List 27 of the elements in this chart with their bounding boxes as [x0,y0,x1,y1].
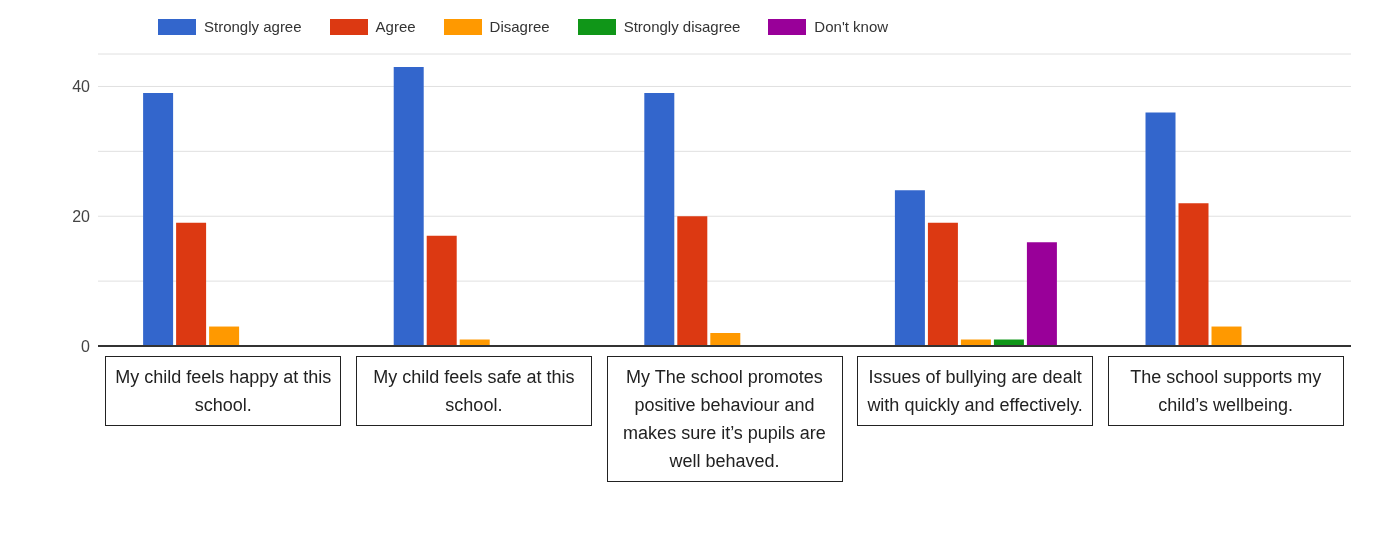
bar [393,66,424,346]
bar [710,333,741,346]
bar [176,222,207,346]
bar [426,235,457,346]
legend-label: Disagree [489,18,550,35]
bar [1145,112,1176,346]
legend-label: Strongly agree [204,18,302,35]
bar [894,190,925,346]
bar [677,216,708,346]
legend-label: Strongly disagree [623,18,741,35]
bar [1026,242,1057,346]
x-tick-label: The school supports my child’s wellbeing. [1107,356,1344,426]
y-tick-label: 20 [72,207,91,225]
bar [1211,326,1242,346]
y-tick-label: 40 [72,78,91,96]
y-tick-label: 0 [81,337,91,355]
bar [927,222,958,346]
x-tick-label: Issues of bullying are dealt with quickly and effectively. [857,356,1094,426]
x-tick-label: My child feels happy at this school. [105,356,342,426]
bar [1178,203,1209,346]
legend-label: Don't know [814,18,889,35]
x-tick-label: My child feels safe at this school. [355,356,592,426]
x-tick-label: My The school promotes positive behaviour and makes sure it’s pupils are well behaved. [606,356,843,482]
bar [644,92,675,346]
bar [209,326,240,346]
bar [143,92,174,346]
legend-label: Agree [375,18,416,35]
